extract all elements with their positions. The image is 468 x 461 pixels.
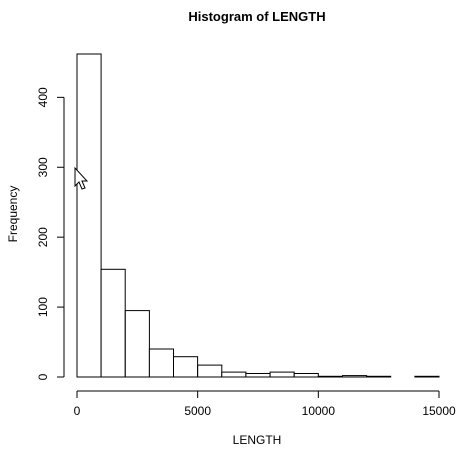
histogram-bar: [342, 375, 368, 378]
x-axis: 0 5000 10000 15000: [74, 390, 456, 418]
histogram-bar: [76, 53, 102, 378]
y-axis: 0 100 200 300 400: [36, 87, 65, 380]
mouse-cursor-icon: [74, 166, 89, 190]
histogram-bar: [148, 348, 174, 378]
histogram-bar: [197, 364, 223, 378]
bars-group: [76, 53, 440, 378]
chart-title: Histogram of LENGTH: [188, 9, 325, 24]
x-tick-label: 10000: [302, 404, 336, 418]
histogram-bar: [414, 375, 440, 378]
histogram-bar: [173, 356, 199, 378]
y-tick-label: 400: [36, 87, 50, 107]
x-tick-label: 15000: [422, 404, 456, 418]
histogram-bar: [293, 373, 319, 378]
x-tick-label: 5000: [184, 404, 211, 418]
histogram-bar: [124, 310, 150, 378]
y-tick-label: 0: [36, 373, 50, 380]
y-axis-label: Frequency: [6, 186, 20, 243]
histogram-bar: [269, 371, 295, 378]
histogram-bar: [100, 268, 126, 378]
y-tick-label: 200: [36, 227, 50, 247]
histogram-bar: [245, 373, 271, 378]
histogram-bar: [317, 375, 343, 378]
x-tick-label: 0: [74, 404, 81, 418]
histogram-bar: [366, 375, 392, 378]
x-axis-label: LENGTH: [233, 433, 282, 447]
y-tick-label: 300: [36, 157, 50, 177]
histogram-bar: [221, 371, 247, 378]
y-tick-label: 100: [36, 297, 50, 317]
